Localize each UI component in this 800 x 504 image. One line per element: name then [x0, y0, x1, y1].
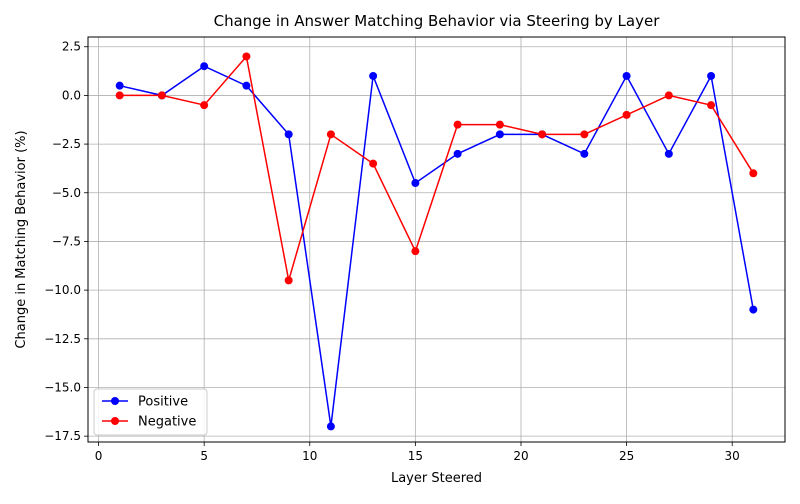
y-axis-label: Change in Matching Behavior (%) [14, 130, 29, 348]
legend-label: Negative [138, 415, 196, 430]
data-point-positive [200, 62, 209, 71]
x-tick-label: 20 [513, 449, 528, 463]
y-tick-label: −5.0 [52, 186, 81, 200]
data-point-negative [453, 120, 462, 129]
y-tick-label: 0.0 [62, 88, 81, 102]
x-tick-label: 0 [95, 449, 103, 463]
series-line-positive [119, 65, 755, 427]
data-point-positive [115, 81, 124, 90]
data-point-positive [495, 130, 504, 139]
data-point-positive [326, 422, 335, 431]
data-point-positive [580, 149, 589, 158]
y-axis-ticks: 2.5 0.0 −2.5 −5.0 −7.5 −10.0 −12.5 −15.0 −17.5 [44, 40, 88, 443]
chart-title: Change in Answer Matching Behavior via S… [214, 12, 661, 30]
data-point-positive [707, 71, 716, 80]
data-point-negative [115, 91, 124, 100]
y-tick-label: 2.5 [62, 40, 81, 54]
x-tick-label: 30 [725, 449, 740, 463]
data-point-positive [453, 149, 462, 158]
legend-label: Positive [138, 395, 188, 410]
data-point-negative [707, 101, 716, 110]
data-point-positive [622, 71, 631, 80]
data-point-negative [200, 101, 209, 110]
x-axis-ticks: 0 5 10 15 20 25 30 [95, 442, 740, 463]
series-line-negative [119, 54, 754, 281]
data-point-negative [495, 120, 504, 129]
x-tick-label: 25 [619, 449, 634, 463]
y-tick-label: −10.0 [44, 283, 81, 297]
data-point-positive [411, 179, 420, 188]
legend: Positive Negative [93, 388, 208, 436]
legend-swatch-marker [111, 397, 119, 405]
data-point-negative [157, 91, 166, 100]
data-point-negative [411, 247, 420, 256]
data-point-positive [664, 149, 673, 158]
x-axis-label: Layer Steered [391, 471, 482, 486]
data-point-negative [284, 276, 293, 285]
y-tick-label: −15.0 [44, 380, 81, 394]
grid-lines [88, 37, 785, 442]
data-point-negative [749, 169, 758, 178]
data-point-negative [538, 130, 547, 139]
x-tick-label: 5 [200, 449, 208, 463]
y-tick-label: −12.5 [44, 332, 81, 346]
data-point-positive [284, 130, 293, 139]
data-point-negative [664, 91, 673, 100]
y-tick-label: −17.5 [44, 429, 81, 443]
y-tick-label: −2.5 [52, 137, 81, 151]
x-tick-label: 15 [408, 449, 423, 463]
data-point-positive [749, 305, 758, 314]
data-point-negative [622, 110, 631, 119]
x-tick-label: 10 [302, 449, 317, 463]
data-point-positive [369, 71, 378, 80]
legend-swatch-marker [111, 417, 119, 425]
data-point-negative [369, 159, 378, 168]
data-point-negative [580, 130, 589, 139]
plot-frame [87, 36, 786, 443]
data-point-negative [242, 52, 251, 61]
y-tick-label: −7.5 [52, 234, 81, 248]
series-lines [115, 52, 758, 431]
data-point-positive [242, 81, 251, 90]
data-point-negative [326, 130, 335, 139]
